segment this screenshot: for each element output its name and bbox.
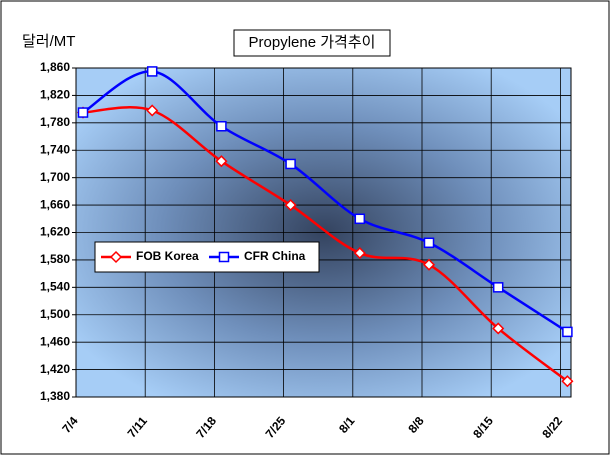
marker [216,121,227,132]
marker [285,158,296,170]
y-tick-label: 1,660 [40,197,70,211]
marker [146,104,159,117]
legend-label: FOB Korea [136,249,199,263]
marker [492,322,505,335]
marker [77,107,89,118]
marker [353,247,366,260]
marker [562,326,573,338]
y-tick-label: 1,380 [40,389,70,403]
y-tick-label: 1,500 [40,307,70,321]
y-tick-label: 1,860 [40,60,70,74]
marker [109,250,123,264]
y-tick-label: 1,420 [40,362,70,376]
y-tick-label: 1,700 [40,170,70,184]
y-tick-label: 1,820 [40,88,70,102]
marker [492,282,504,293]
marker [561,375,574,388]
y-tick-label: 1,580 [40,252,70,266]
y-tick-label: 1,780 [40,115,70,129]
marker [423,237,435,249]
y-tick-label: 1,460 [40,334,70,348]
legend-label: CFR China [244,249,306,263]
marker [422,258,436,271]
marker [218,251,230,263]
marker [284,199,297,212]
marker [146,66,158,77]
marker [215,155,228,168]
series-line [82,106,569,383]
legend [94,241,320,273]
y-tick-label: 1,740 [40,142,70,156]
y-tick-label: 1,540 [40,280,70,294]
chart-title: Propylene 가격추이 [249,34,376,51]
y-tick-label: 1,620 [40,225,70,239]
title-box [233,29,391,57]
marker [354,213,366,225]
y-axis-label: 달러/MT [22,33,75,50]
